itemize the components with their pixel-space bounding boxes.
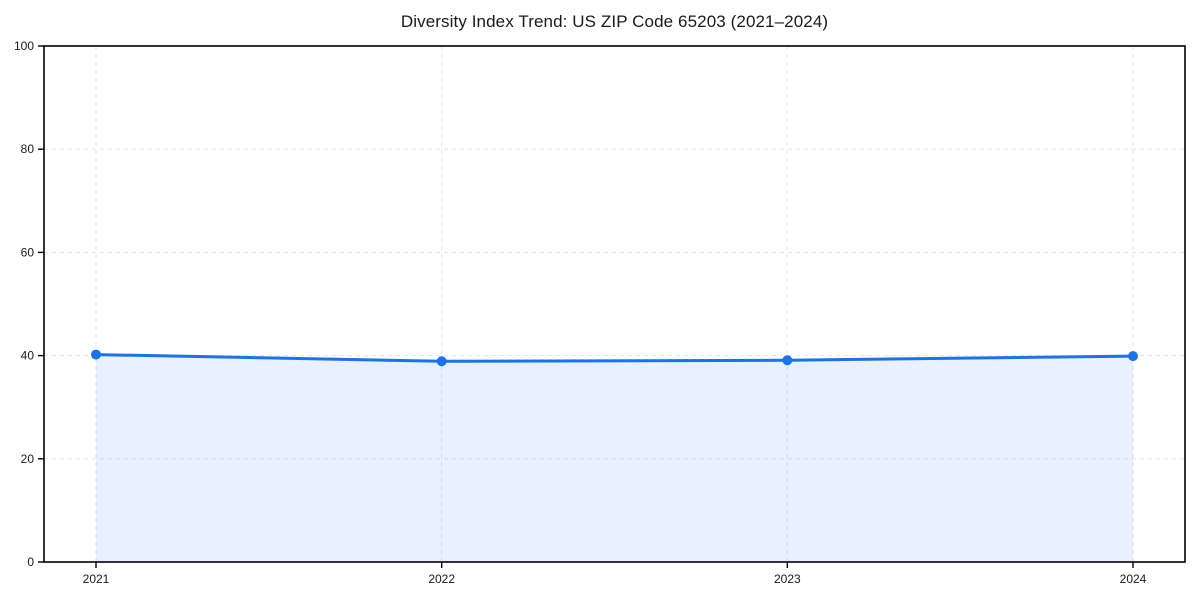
data-point-marker — [436, 356, 447, 367]
y-tick-label: 100 — [14, 39, 34, 53]
area-fill — [96, 354, 1133, 562]
y-tick-label: 40 — [21, 349, 35, 363]
trend-line — [94, 353, 1135, 363]
y-tick-label: 80 — [21, 142, 35, 156]
x-tick-label: 2024 — [1120, 572, 1147, 586]
data-point-marker — [782, 355, 793, 366]
y-tick-label: 0 — [27, 555, 34, 569]
y-tick-label: 20 — [21, 452, 35, 466]
x-tick-label: 2021 — [83, 572, 110, 586]
x-tick-label: 2022 — [428, 572, 455, 586]
data-point-marker — [91, 349, 101, 360]
data-point-marker — [1128, 351, 1138, 362]
x-tick-label: 2023 — [774, 572, 801, 586]
plot-border — [43, 45, 1186, 563]
chart-title: Diversity Index Trend: US ZIP Code 65203… — [400, 12, 829, 31]
y-tick-label: 60 — [21, 245, 35, 259]
